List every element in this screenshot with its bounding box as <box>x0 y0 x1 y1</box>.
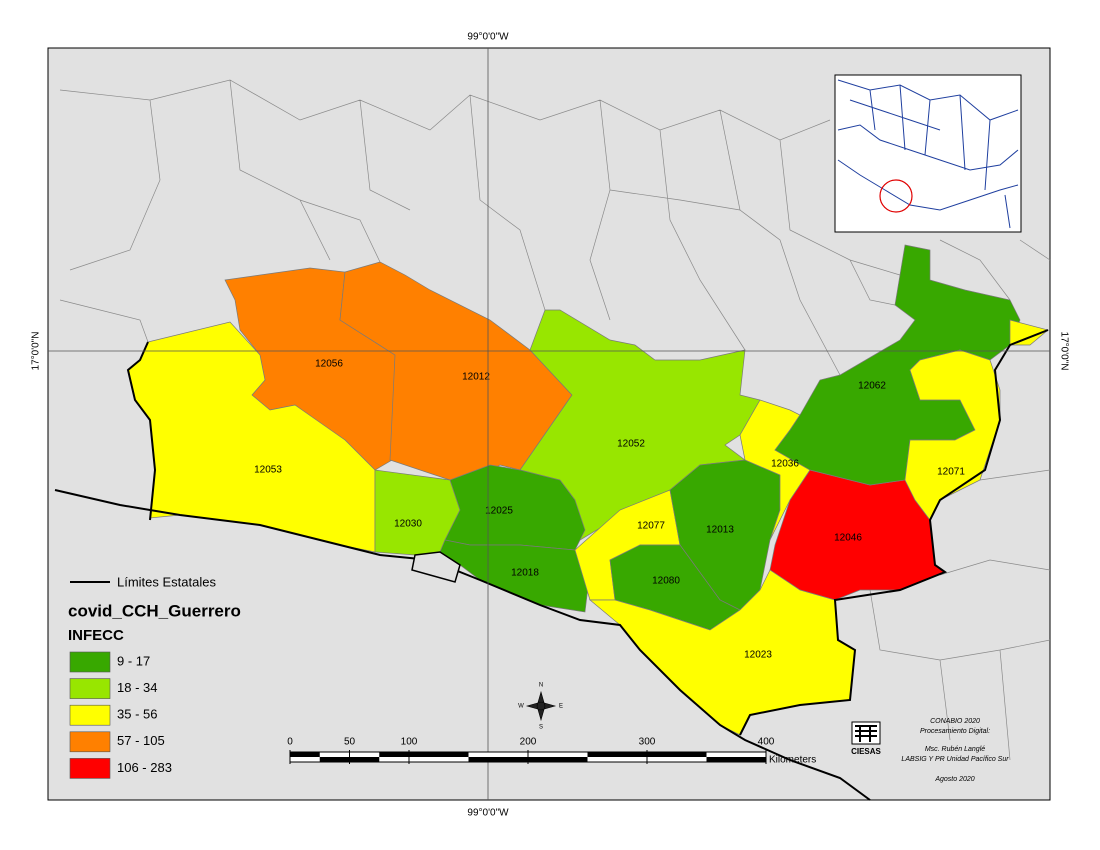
compass-letter: W <box>518 704 524 710</box>
legend-label: 106 - 283 <box>117 760 172 775</box>
legend-swatch <box>69 758 111 779</box>
credits: CONABIO 2020 Procesamiento Digital: Msc.… <box>901 718 1009 783</box>
municipality-label: 12080 <box>652 576 680 587</box>
compass-rose <box>525 690 557 722</box>
municipality-label: 12012 <box>462 372 490 383</box>
scale-bar: 0 50 100 200 300 400 Kilometers <box>287 737 816 766</box>
scale-segment <box>706 757 766 762</box>
municipality-area <box>1009 319 1049 346</box>
municipality-area <box>444 464 586 551</box>
municipality-label: 12052 <box>617 439 645 450</box>
municipality-label: 12071 <box>937 467 965 478</box>
legend-label: 9 - 17 <box>117 653 150 668</box>
legend-swatch <box>69 731 111 753</box>
municipality-label: 12046 <box>834 533 862 544</box>
scale-segment <box>409 752 469 757</box>
municipality-area <box>904 349 1001 521</box>
legend-label: 35 - 56 <box>117 707 157 722</box>
legend-swatch <box>69 678 111 699</box>
municipality-label: 12025 <box>485 506 513 517</box>
compass-letter: S <box>539 725 543 731</box>
inset-map <box>834 74 1022 233</box>
scale-tick-label: 100 <box>401 737 418 748</box>
logo-pattern <box>855 725 877 742</box>
legend-swatch <box>69 651 111 673</box>
compass-letter: E <box>559 704 563 710</box>
scale-segment <box>528 757 588 762</box>
graticule-label: 17°0'0"N <box>31 332 42 371</box>
state-boundary <box>126 329 1049 736</box>
municipality-label: 12036 <box>771 459 799 470</box>
inset-frame <box>834 74 1022 233</box>
compass: N S E W <box>518 683 563 731</box>
scale-segment <box>319 757 350 762</box>
inset-boundaries <box>837 79 1019 229</box>
scale-unit: Kilometers <box>769 755 816 766</box>
scale-segment <box>468 757 528 762</box>
scale-segment <box>587 752 647 757</box>
legend-swatch <box>69 704 111 726</box>
municipality-label: 12053 <box>254 465 282 476</box>
logo: CIESAS <box>851 721 882 756</box>
municipality-label: 12023 <box>744 650 772 661</box>
municipalities: 12056 12012 12053 12030 12052 12025 12018 12077… <box>127 244 1049 736</box>
credit-line: CONABIO 2020 <box>930 718 980 725</box>
lagoon <box>411 551 461 583</box>
scale-tick-label: 200 <box>520 737 537 748</box>
municipality-label: 12077 <box>637 521 665 532</box>
municipality-label: 12013 <box>706 525 734 536</box>
scale-tick-label: 300 <box>639 737 656 748</box>
municipality-label: 12030 <box>394 519 422 530</box>
legend-label: 57 - 105 <box>117 733 165 748</box>
graticule-label: 99°0'0"W <box>467 32 509 43</box>
compass-letter: N <box>539 683 543 689</box>
scale-segment <box>647 752 707 757</box>
legend-label: 18 - 34 <box>117 680 157 695</box>
municipality-label: 12056 <box>315 359 343 370</box>
legend-field: INFECC <box>68 627 124 644</box>
graticule-label: 17°0'0"N <box>1058 332 1069 371</box>
scale-tick-label: 50 <box>344 737 356 748</box>
scale-tick-label: 0 <box>287 737 293 748</box>
credit-line: Procesamiento Digital: <box>920 728 990 735</box>
legend-boundary: Límites Estatales <box>117 574 216 589</box>
inset-locator <box>879 179 913 213</box>
legend-layer: covid_CCH_Guerrero <box>68 601 241 620</box>
scale-segment <box>349 757 380 762</box>
credit-line: LABSIG Y PR Unidad Pacífico Sur <box>901 756 1009 763</box>
graticule-label: 99°0'0"W <box>467 808 509 819</box>
scale-segment <box>379 752 409 757</box>
municipality-label: 12018 <box>511 568 539 579</box>
municipality-label: 12062 <box>858 381 886 392</box>
neighbor-municipalities <box>59 79 1051 761</box>
scale-segment <box>290 752 320 757</box>
coastline <box>54 489 871 801</box>
legend-classes: 9 - 17 18 - 34 35 - 56 57 - 105 106 - 283 <box>69 651 172 779</box>
credit-line: Agosto 2020 <box>934 776 974 783</box>
credit-line: Msc. Rubén Langlé <box>925 746 985 753</box>
legend: Límites Estatales covid_CCH_Guerrero INF… <box>68 574 241 779</box>
scale-tick-label: 400 <box>758 737 775 748</box>
logo-text: CIESAS <box>851 747 881 756</box>
